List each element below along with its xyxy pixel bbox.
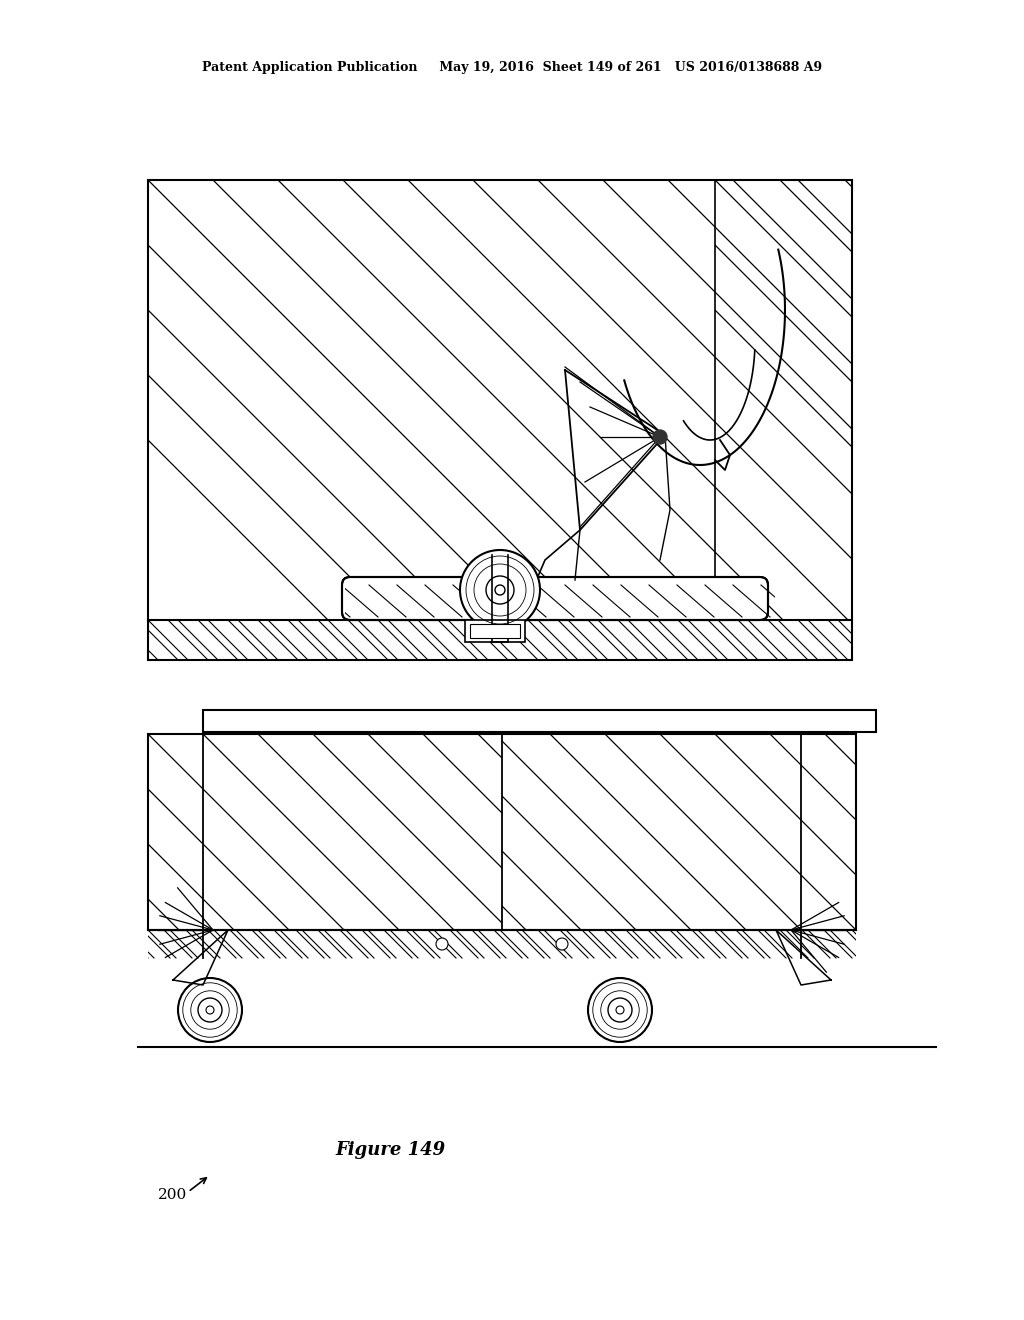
FancyBboxPatch shape xyxy=(342,577,768,620)
Text: 200: 200 xyxy=(158,1188,187,1203)
Bar xyxy=(148,620,852,660)
Circle shape xyxy=(206,1006,214,1014)
Circle shape xyxy=(178,978,242,1041)
Bar xyxy=(715,180,852,620)
Circle shape xyxy=(556,939,568,950)
Circle shape xyxy=(460,550,540,630)
Circle shape xyxy=(486,576,514,605)
Bar xyxy=(148,734,502,931)
Circle shape xyxy=(436,939,449,950)
Circle shape xyxy=(616,1006,624,1014)
Circle shape xyxy=(653,430,667,444)
Bar xyxy=(502,734,856,931)
Circle shape xyxy=(495,585,505,595)
Circle shape xyxy=(608,998,632,1022)
Bar xyxy=(148,931,856,964)
Text: Patent Application Publication     May 19, 2016  Sheet 149 of 261   US 2016/0138: Patent Application Publication May 19, 2… xyxy=(202,62,822,74)
Circle shape xyxy=(198,998,222,1022)
Bar xyxy=(148,180,852,660)
Bar xyxy=(345,579,775,622)
Text: Figure 149: Figure 149 xyxy=(335,1140,445,1159)
Bar xyxy=(203,710,876,733)
Bar xyxy=(465,620,525,642)
Circle shape xyxy=(588,978,652,1041)
Bar xyxy=(148,734,856,931)
Bar xyxy=(470,624,520,638)
Bar xyxy=(148,180,852,620)
Bar xyxy=(148,620,852,660)
